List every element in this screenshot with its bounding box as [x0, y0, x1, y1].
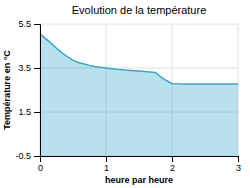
- y-axis-label: Température en °C: [2, 50, 12, 130]
- tick: 0: [38, 156, 43, 173]
- tick-label: 0: [38, 163, 43, 173]
- title: Evolution de la température: [72, 4, 207, 16]
- tick-label: 3: [236, 163, 241, 173]
- tick: 1: [104, 156, 109, 173]
- tick-label: 2: [170, 163, 175, 173]
- area: [40, 34, 238, 156]
- plot-area: [40, 34, 238, 156]
- tick: 5.5: [18, 19, 40, 29]
- tick-mark: [34, 156, 40, 157]
- grid-line-y: [40, 24, 238, 25]
- chart: 0 1 2 3 -0.5 1.5 3.5 5.5 Evolution de la tempéra…: [0, 0, 250, 188]
- tick-label: -0.5: [15, 151, 31, 161]
- tick: 3: [236, 156, 241, 173]
- tick-mark: [34, 24, 40, 25]
- tick-mark: [34, 112, 40, 113]
- grid: [40, 24, 238, 156]
- axis-line: [41, 157, 239, 163]
- axis-line: [34, 25, 41, 157]
- line: [40, 34, 238, 84]
- x-axis: 0 1 2 3: [38, 156, 241, 173]
- tick-label: 1.5: [18, 107, 31, 117]
- tick-mark: [172, 156, 173, 162]
- tick-mark: [238, 156, 239, 162]
- tick-label: 1: [104, 163, 109, 173]
- tick: 3.5: [18, 63, 40, 73]
- tick-mark: [106, 156, 107, 162]
- tick: 2: [170, 156, 175, 173]
- tick: -0.5: [15, 151, 40, 161]
- tick-mark: [34, 68, 40, 69]
- tick: 1.5: [18, 107, 40, 117]
- tick-label: 5.5: [18, 19, 31, 29]
- x-axis-label: heure par heure: [105, 175, 173, 185]
- y-axis: -0.5 1.5 3.5 5.5: [15, 19, 40, 161]
- tick-label: 3.5: [18, 63, 31, 73]
